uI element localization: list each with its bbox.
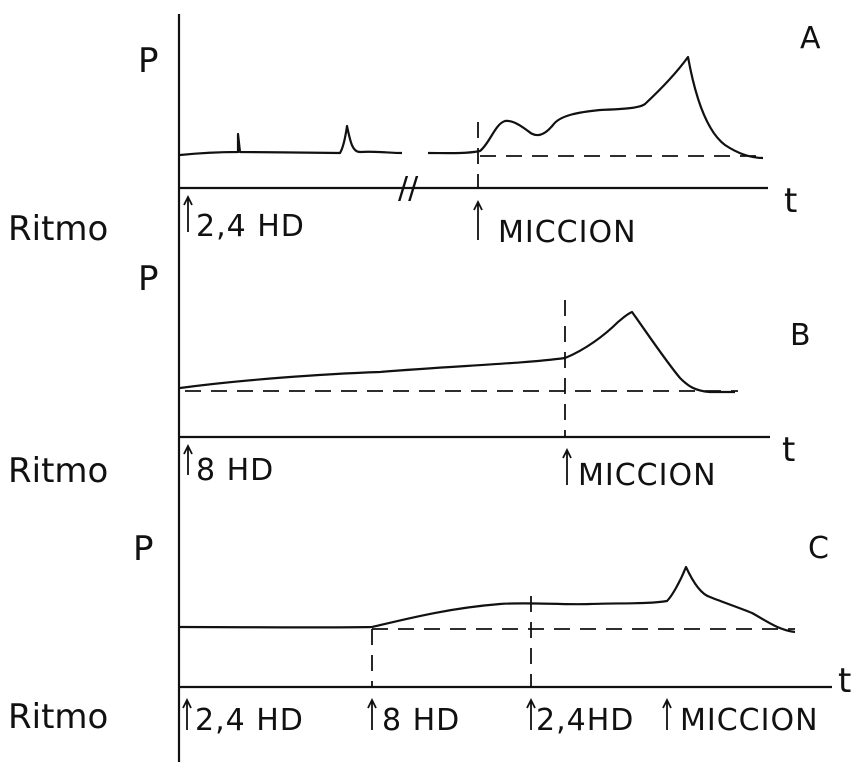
panel-a-event-1-label: 2,4 HD <box>196 209 305 244</box>
event-arrow <box>473 199 483 240</box>
panel-b: P B t Ritmo 8 HD MICCION <box>8 259 811 493</box>
panel-b-id-label: B <box>790 318 811 353</box>
panel-c-id-label: C <box>808 531 829 566</box>
panel-a-event-1: 2,4 HD <box>183 194 305 244</box>
panel-b-event-1: 8 HD <box>183 443 274 488</box>
panel-c-event-4: MICCION <box>662 697 819 738</box>
panel-a-p-label: P <box>138 41 159 81</box>
event-arrow <box>183 443 193 475</box>
panel-a-t-label: t <box>784 181 797 221</box>
panel-b-ritmo-label: Ritmo <box>8 451 108 491</box>
panel-c-ritmo-label: Ritmo <box>8 697 108 737</box>
panel-c-event-1: 2,4 HD <box>182 697 304 738</box>
panel-c: P C t Ritmo 2,4 HD 8 HD 2,4HD MICCION <box>8 529 851 738</box>
event-arrow <box>526 697 536 730</box>
panel-a-pressure-trace <box>179 55 764 160</box>
event-arrow <box>562 447 572 485</box>
panel-b-event-2: MICCION <box>562 447 717 493</box>
panel-c-event-4-label: MICCION <box>680 703 819 738</box>
panel-a-id-label: A <box>800 21 821 56</box>
panel-a: P A t // Ritmo 2,4 HD MICCION <box>8 21 821 250</box>
event-arrow <box>662 697 672 730</box>
event-arrow <box>183 194 193 232</box>
panel-c-pressure-trace <box>179 565 796 634</box>
panel-c-event-3-label: 2,4HD <box>536 703 634 738</box>
panel-b-event-1-label: 8 HD <box>196 453 274 488</box>
panel-c-event-2: 8 HD <box>367 697 460 738</box>
panel-b-pressure-trace <box>179 310 735 394</box>
panel-b-p-label: P <box>138 259 159 299</box>
panel-b-t-label: t <box>782 430 795 470</box>
panel-a-ritmo-label: Ritmo <box>8 209 108 249</box>
panel-c-t-label: t <box>838 661 851 701</box>
panel-a-event-2: MICCION <box>473 199 637 250</box>
panel-a-event-2-label: MICCION <box>498 215 637 250</box>
event-arrow <box>182 697 192 730</box>
panel-a-break-mark: // <box>398 171 419 206</box>
panel-b-event-2-label: MICCION <box>578 458 717 493</box>
panel-c-event-3: 2,4HD <box>526 697 634 738</box>
panel-c-event-1-label: 2,4 HD <box>195 703 304 738</box>
panel-c-event-2-label: 8 HD <box>382 703 460 738</box>
event-arrow <box>367 697 377 730</box>
panel-c-p-label: P <box>133 529 154 569</box>
